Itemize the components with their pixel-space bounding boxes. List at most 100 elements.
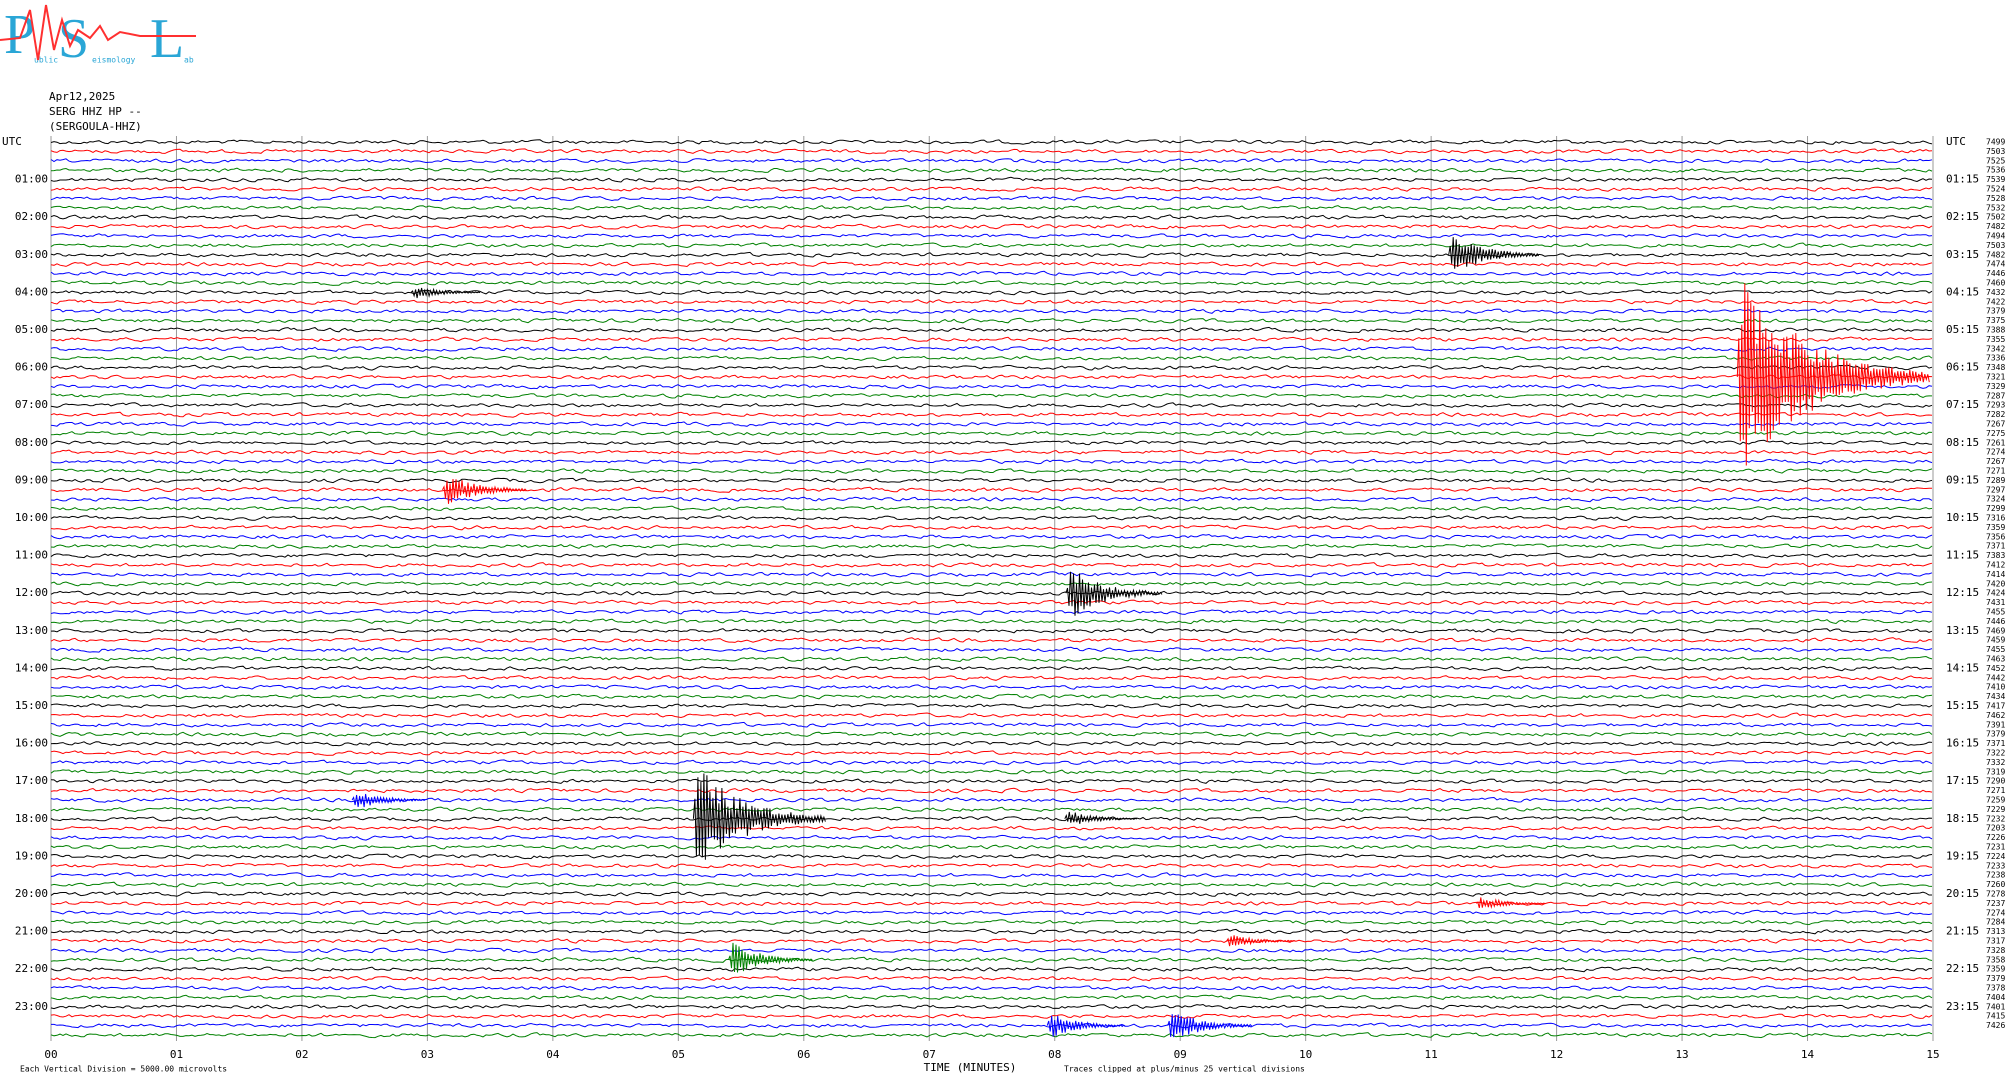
trace — [50, 909, 1933, 916]
trace — [50, 740, 1933, 747]
trace — [50, 580, 1933, 587]
x-tick-label: 13 — [1675, 1048, 1688, 1061]
trace — [50, 270, 1933, 277]
trace-label: 7324 — [1986, 495, 2005, 504]
x-tick-label: 03 — [421, 1048, 434, 1061]
trace — [50, 844, 1933, 850]
right-hour-label: 05:15 — [1946, 323, 1979, 336]
header-line: SERG HHZ HP -- — [49, 105, 142, 118]
trace-label: 7321 — [1986, 373, 2005, 382]
trace — [50, 468, 1933, 474]
trace-label: 7434 — [1986, 692, 2005, 701]
trace-label: 7359 — [1986, 523, 2005, 532]
trace — [50, 251, 1933, 258]
x-tick-label: 14 — [1801, 1048, 1815, 1061]
trace-label: 7282 — [1986, 410, 2005, 419]
trace-label: 7401 — [1986, 1002, 2005, 1011]
trace-label: 7539 — [1986, 175, 2005, 184]
trace-label: 7503 — [1986, 241, 2005, 250]
trace — [50, 326, 1933, 334]
trace-label: 7293 — [1986, 401, 2005, 410]
x-tick-label: 04 — [546, 1048, 560, 1061]
trace — [50, 919, 1933, 926]
event-burst — [1226, 935, 1296, 947]
trace-label: 7388 — [1986, 326, 2005, 335]
trace — [50, 496, 1933, 503]
trace — [50, 655, 1933, 663]
trace-label: 7424 — [1986, 589, 2005, 598]
trace-label: 7267 — [1986, 457, 2005, 466]
left-hour-label: 16:00 — [15, 737, 48, 750]
trace — [50, 759, 1933, 766]
trace — [50, 834, 1933, 841]
trace-label: 7355 — [1986, 335, 2005, 344]
trace — [50, 383, 1933, 390]
right-hour-label: 19:15 — [1946, 849, 1979, 862]
trace-label: 7426 — [1986, 1021, 2005, 1030]
x-tick-label: 06 — [797, 1048, 810, 1061]
event-burst — [1736, 283, 1930, 466]
trace-label: 7528 — [1986, 194, 2005, 203]
trace — [50, 205, 1933, 211]
trace-label: 7410 — [1986, 683, 2005, 692]
trace-label: 7379 — [1986, 974, 2005, 983]
trace — [50, 891, 1932, 897]
trace-label: 7463 — [1986, 655, 2005, 664]
logo-letter: L — [150, 8, 184, 70]
trace — [50, 618, 1933, 625]
trace — [50, 1013, 1933, 1020]
trace — [50, 947, 1933, 954]
trace — [51, 1022, 1933, 1029]
trace-label: 7317 — [1986, 937, 2005, 946]
trace-label: 7259 — [1986, 796, 2005, 805]
trace — [50, 167, 1933, 173]
trace-label: 7299 — [1986, 504, 2005, 513]
trace-label: 7289 — [1986, 476, 2005, 485]
trace — [50, 994, 1933, 1001]
trace — [50, 750, 1933, 756]
trace-label: 7371 — [1986, 542, 2005, 551]
trace — [50, 533, 1933, 540]
trace-label: 7455 — [1986, 645, 2005, 654]
trace-label: 7462 — [1986, 711, 2005, 720]
right-hour-label: 18:15 — [1946, 812, 1979, 825]
right-hour-label: 13:15 — [1946, 624, 1979, 637]
event-burst — [1475, 897, 1546, 910]
trace-label: 7432 — [1986, 288, 2005, 297]
trace-label: 7284 — [1986, 918, 2005, 927]
event-burst — [1448, 237, 1540, 269]
x-tick-label: 15 — [1926, 1048, 1939, 1061]
trace-label: 7474 — [1986, 260, 2005, 269]
event-burst — [1064, 811, 1138, 824]
trace-label: 7274 — [1986, 448, 2005, 457]
trace-label: 7233 — [1986, 861, 2005, 870]
trace — [50, 289, 1933, 296]
trace — [50, 364, 1933, 371]
trace-label: 7328 — [1986, 946, 2005, 955]
x-axis-title: TIME (MINUTES) — [924, 1061, 1017, 1074]
trace-label: 7231 — [1986, 843, 2005, 852]
trace-label: 7404 — [1986, 993, 2005, 1002]
trace-label: 7494 — [1986, 232, 2005, 241]
x-tick-label: 11 — [1425, 1048, 1438, 1061]
trace-label: 7274 — [1986, 908, 2005, 917]
trace-label: 7415 — [1986, 1012, 2005, 1021]
x-tick-label: 05 — [672, 1048, 685, 1061]
trace — [50, 261, 1933, 268]
trace — [50, 486, 1932, 493]
trace — [50, 665, 1933, 672]
trace-label: 7455 — [1986, 608, 2005, 617]
trace — [50, 938, 1933, 944]
trace — [50, 505, 1933, 512]
trace-label: 7260 — [1986, 880, 2005, 889]
trace — [50, 627, 1933, 634]
trace — [50, 684, 1933, 690]
trace — [50, 402, 1933, 409]
trace — [50, 599, 1933, 606]
trace-label: 7375 — [1986, 316, 2005, 325]
left-hour-label: 07:00 — [15, 398, 48, 411]
trace — [50, 139, 1933, 146]
logo-wave — [0, 4, 196, 61]
trace — [50, 693, 1933, 700]
trace-label: 7502 — [1986, 213, 2005, 222]
